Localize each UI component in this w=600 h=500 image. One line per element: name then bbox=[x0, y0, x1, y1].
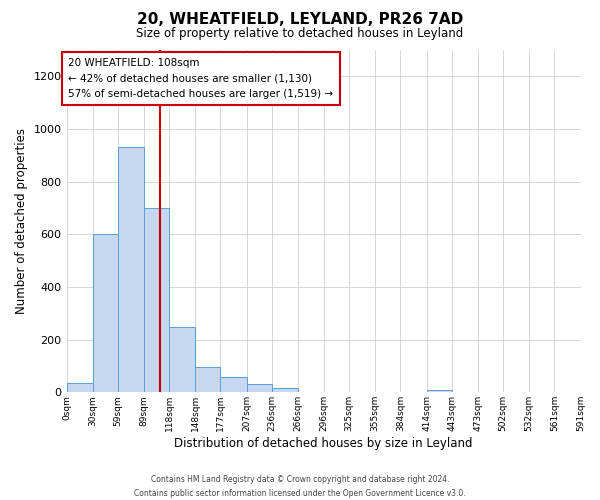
Text: Contains HM Land Registry data © Crown copyright and database right 2024.
Contai: Contains HM Land Registry data © Crown c… bbox=[134, 476, 466, 498]
Bar bbox=[247, 384, 272, 392]
Text: 20 WHEATFIELD: 108sqm
← 42% of detached houses are smaller (1,130)
57% of semi-d: 20 WHEATFIELD: 108sqm ← 42% of detached … bbox=[68, 58, 334, 99]
Y-axis label: Number of detached properties: Number of detached properties bbox=[15, 128, 28, 314]
Bar bbox=[118, 148, 144, 392]
Bar bbox=[195, 368, 220, 392]
Bar bbox=[67, 383, 92, 392]
Bar bbox=[220, 378, 247, 392]
Bar bbox=[169, 328, 195, 392]
Text: 20, WHEATFIELD, LEYLAND, PR26 7AD: 20, WHEATFIELD, LEYLAND, PR26 7AD bbox=[137, 12, 463, 28]
Text: Size of property relative to detached houses in Leyland: Size of property relative to detached ho… bbox=[136, 28, 464, 40]
Bar bbox=[272, 388, 298, 392]
X-axis label: Distribution of detached houses by size in Leyland: Distribution of detached houses by size … bbox=[174, 437, 473, 450]
Bar bbox=[144, 208, 169, 392]
Bar bbox=[427, 390, 452, 392]
Bar bbox=[92, 234, 118, 392]
